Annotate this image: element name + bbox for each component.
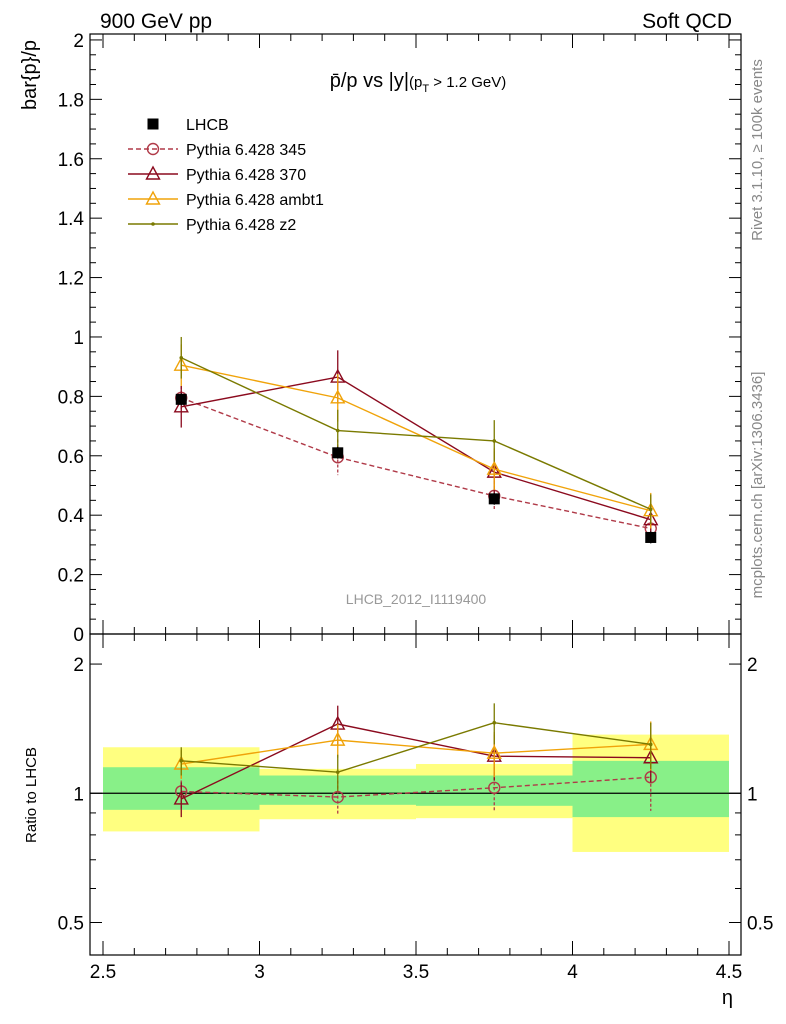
ratio-series [173,703,659,818]
ratio-point-pythia-6-428-z2 [492,720,497,725]
legend-label-pythia-6-428-ambt1: Pythia 6.428 ambt1 [186,192,324,209]
header-right: Soft QCD [642,10,732,33]
y-tick-label: 0.4 [58,506,85,527]
watermark: LHCB_2012_I1119400 [346,591,487,607]
side-label-upper: Rivet 3.1.10, ≥ 100k events [749,59,766,241]
point-pythia-6-428-z2 [335,428,340,433]
ratio-y-tick-label: 1 [73,784,84,805]
y-tick-label: 0.8 [58,387,84,408]
legend-label-pythia-6-428-z2: Pythia 6.428 z2 [186,217,296,234]
ratio-point-pythia-6-428-370 [173,790,189,805]
legend-marker-lhcb [147,118,159,130]
legend: LHCB Pythia 6.428 345 Pythia 6.428 370 Pyth… [128,117,324,234]
main-panel: 0 0.2 0.4 0.6 0.8 1 1.2 1.4 1.6 1.8 2 [58,31,742,646]
ratio-line-pythia-6-428-345 [181,776,651,798]
x-tick-label: 2.5 [90,962,116,983]
point-lhcb [488,493,500,505]
ratio-line-pythia-6-428-ambt1 [181,739,651,765]
ratio-point-pythia-6-428-z2 [179,759,184,763]
y-tick-label: 1.8 [58,90,84,111]
y-tick-label: 2 [73,31,84,52]
legend-marker-pythia-6-428-345 [146,142,160,156]
y-tick-label: 1.2 [58,269,84,290]
header-left: 900 GeV pp [100,10,212,33]
chart-title-main: p̄/p vs |y| [330,70,409,92]
y-tick-label: 1 [73,328,84,349]
ratio-point-pythia-6-428-345 [331,790,344,804]
legend-label-lhcb: LHCB [186,117,229,134]
ratio-point-pythia-6-428-z2 [335,770,340,774]
ratio-y-tick-label: 0.5 [58,913,84,934]
y-tick-label: 1.6 [58,150,84,171]
ratio-line-pythia-6-428-370 [180,723,651,800]
series-line-pythia-6-428-ambt1 [181,364,651,512]
legend-label-pythia-6-428-345: Pythia 6.428 345 [186,142,306,159]
legend-marker-pythia-6-428-ambt1 [145,190,161,205]
ratio-point-pythia-6-428-345 [488,781,501,794]
y-tick-label: 0 [73,625,84,646]
point-lhcb [175,393,187,405]
ratio-point-pythia-6-428-ambt1 [330,731,346,746]
legend-marker-pythia-6-428-370 [145,165,161,180]
legend-label-pythia-6-428-370: Pythia 6.428 370 [186,167,306,184]
x-tick-label: 3 [254,962,265,983]
ratio-point-pythia-6-428-ambt1 [486,744,502,759]
point-pythia-6-428-z2 [492,439,497,443]
ratio-y-tick-label-right: 2 [747,655,758,676]
ratio-point-pythia-6-428-z2 [648,742,653,747]
main-y-axis-label: bar{p}/p [19,40,41,110]
ratio-panel: 0.5 0.5 1 1 2 2 2.5 3 3.5 4 4.5 [58,633,773,983]
chart-title-sub-rest: > 1.2 GeV) [429,74,506,91]
ratio-y-tick-label-right: 1 [747,784,758,805]
point-pythia-6-428-z2 [648,507,653,512]
point-pythia-6-428-ambt1 [486,460,502,475]
y-tick-label: 0.2 [58,566,84,587]
ratio-line-pythia-6-428-z2 [181,722,651,773]
point-lhcb [645,531,657,543]
ratio-y-tick-label-right: 0.5 [747,913,773,934]
y-tick-label: 1.4 [58,209,85,230]
series-line-pythia-6-428-345 [181,397,651,530]
chart-title-sub: (p [409,74,422,91]
side-label-lower: mcplots.cern.ch [arXiv:1306.3436] [749,372,766,599]
ratio-y-axis-label: Ratio to LHCB [23,747,40,843]
chart-title-sub-index: T [422,83,429,95]
ratio-y-tick-label: 2 [73,655,84,676]
main-series [173,336,659,544]
series-line-pythia-6-428-370 [181,376,651,521]
point-pythia-6-428-z2 [179,355,184,360]
x-tick-label: 4 [567,962,578,983]
y-tick-label: 0.6 [58,447,84,468]
legend-marker-pythia-6-428-z2 [151,222,155,226]
chart-title: p̄/p vs |y|(pT > 1.2 GeV) [330,70,507,95]
x-axis-label: η [722,987,733,1009]
point-lhcb [332,447,344,459]
x-tick-label: 3.5 [403,962,429,983]
point-pythia-6-428-370 [173,398,189,413]
x-tick-label: 4.5 [716,962,742,983]
series-line-pythia-6-428-z2 [180,357,652,510]
point-pythia-6-428-ambt1 [330,389,346,404]
